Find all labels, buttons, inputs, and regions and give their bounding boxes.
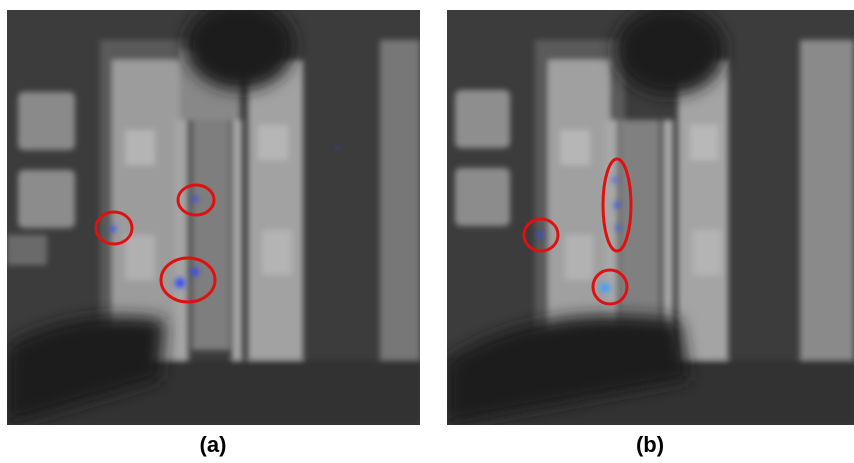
figure: (a) (b) — [0, 0, 854, 463]
panel-label: (b) — [636, 432, 664, 457]
page: (a) (b) (() => { const data = JSON.parse… — [0, 0, 854, 463]
photo-b — [447, 5, 854, 425]
photo-a — [7, 0, 420, 425]
panel-label: (a) — [200, 432, 227, 457]
